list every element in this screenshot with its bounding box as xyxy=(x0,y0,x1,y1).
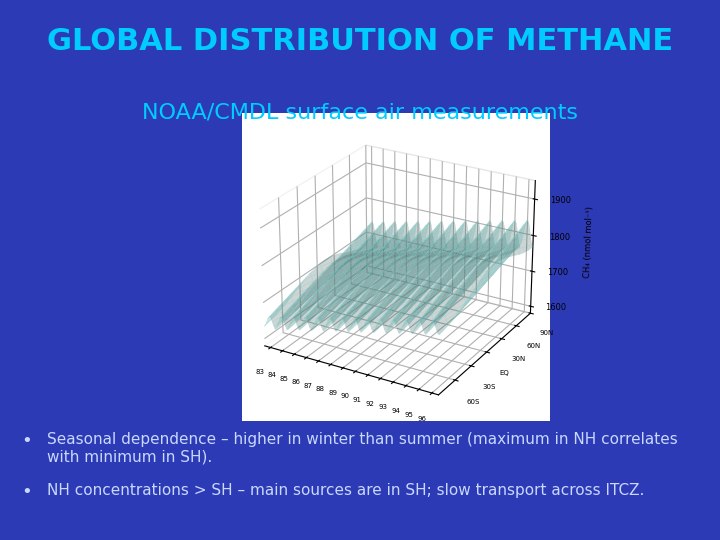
Text: NOAA/CMDL surface air measurements: NOAA/CMDL surface air measurements xyxy=(142,103,578,123)
Text: Seasonal dependence – higher in winter than summer (maximum in NH correlates
wit: Seasonal dependence – higher in winter t… xyxy=(47,432,678,464)
Text: •: • xyxy=(22,432,32,450)
Text: NH concentrations > SH – main sources are in SH; slow transport across ITCZ.: NH concentrations > SH – main sources ar… xyxy=(47,483,644,498)
Text: •: • xyxy=(22,483,32,501)
Text: GLOBAL DISTRIBUTION OF METHANE: GLOBAL DISTRIBUTION OF METHANE xyxy=(47,27,673,56)
